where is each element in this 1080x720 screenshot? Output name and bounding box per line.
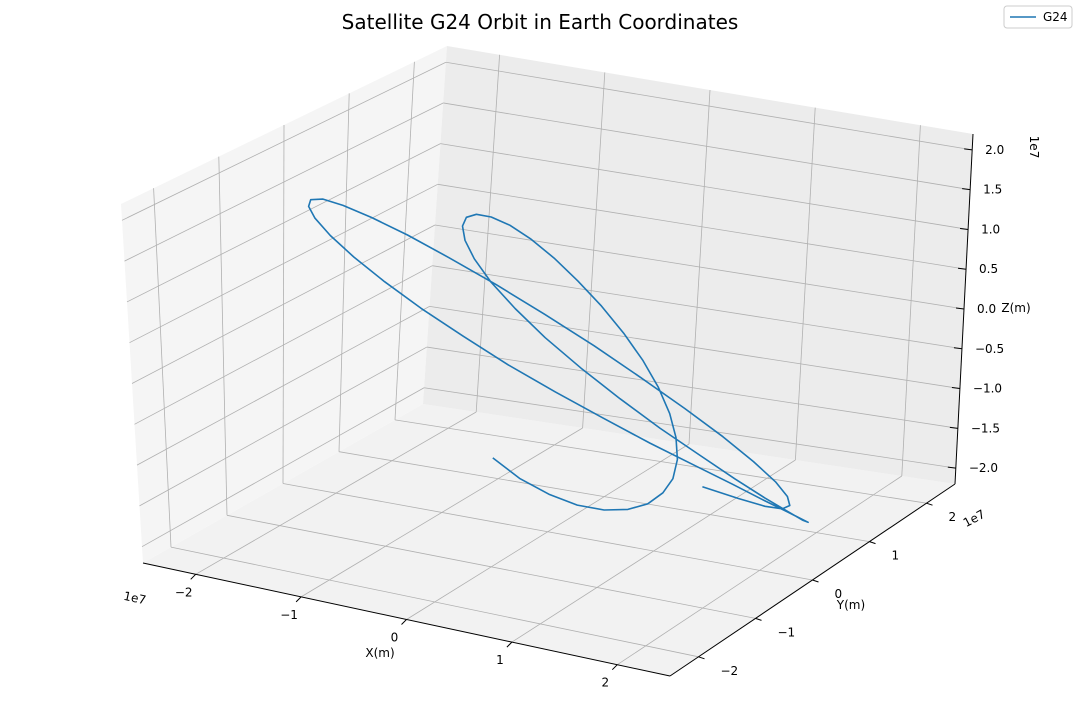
grid-line-z-left-7 xyxy=(124,102,444,262)
grid-line-y-floor-1 xyxy=(226,514,756,619)
grid-line-y-floor-3 xyxy=(338,451,870,542)
y-tick-1 xyxy=(755,617,762,621)
x-tick-label: −2 xyxy=(175,585,193,599)
x-axis-label: X(m) xyxy=(365,646,394,660)
x-tick-label: −1 xyxy=(280,608,298,622)
pane-back-wall-face xyxy=(423,46,973,484)
grid-line-z-left-5 xyxy=(129,183,438,344)
grid-line-z-back-5 xyxy=(437,183,967,270)
z-tick-2 xyxy=(951,387,960,390)
grid-line-z-left-6 xyxy=(126,143,441,303)
z-tick-6 xyxy=(960,227,969,230)
x-tick-1 xyxy=(295,596,302,603)
z-tick-label: −2.0 xyxy=(969,461,998,475)
z-tick-label: 0.5 xyxy=(979,262,998,276)
pane-floor-face xyxy=(143,404,955,676)
y-tick-2 xyxy=(812,579,819,583)
orbit-series xyxy=(307,198,809,524)
x-tick-4 xyxy=(611,664,618,671)
z-axis-label: Z(m) xyxy=(1001,301,1030,315)
z-tick-label: −0.5 xyxy=(975,342,1004,356)
y-offset-label: 1e7 xyxy=(961,507,988,530)
pane-left-wall xyxy=(121,46,447,563)
x-tick-2 xyxy=(401,619,407,625)
y-tick-label: 0 xyxy=(835,587,843,601)
pane-floor xyxy=(143,404,955,676)
z-tick-label: 0.0 xyxy=(977,302,996,316)
x-tick-label: 1 xyxy=(496,653,504,667)
tick-marks xyxy=(190,148,973,671)
pane-back-wall xyxy=(423,46,973,484)
z-tick-label: 1.0 xyxy=(981,222,1000,236)
z-tick-label: 1.5 xyxy=(983,183,1002,197)
z-tick-7 xyxy=(962,188,971,191)
y-tick-0 xyxy=(698,656,705,660)
z-tick-5 xyxy=(957,267,967,270)
x-tick-label: 2 xyxy=(601,676,609,690)
grid-line-z-left-1 xyxy=(139,346,428,507)
tick-labels: −2 −1 0 1 2 −2 −1 0 1 2 −2.0 −1.5 −1.0 −0.5 0.0 0.5 1.0 1… xyxy=(175,143,1004,690)
z-tick-0 xyxy=(947,466,956,469)
grid-line-z-back-6 xyxy=(440,143,969,230)
grid-line-z-left-4 xyxy=(131,224,436,384)
z-tick-label: −1.0 xyxy=(973,382,1002,396)
pane-left-wall-face xyxy=(121,46,447,563)
grid-lines xyxy=(121,54,973,666)
legend-box xyxy=(1003,5,1073,29)
z-offset-label: 1e7 xyxy=(1027,136,1041,159)
grid-line-z-back-2 xyxy=(429,305,960,389)
z-tick-1 xyxy=(949,426,958,429)
y-tick-label: 2 xyxy=(949,510,957,524)
z-tick-8 xyxy=(964,148,973,151)
grid-line-y-floor-0 xyxy=(170,546,699,658)
y-axis-label: Y(m) xyxy=(836,598,865,612)
grid-line-z-back-7 xyxy=(443,102,971,191)
y-tick-4 xyxy=(926,502,933,506)
y-tick-label: −1 xyxy=(778,625,796,639)
x-tick-label: 0 xyxy=(391,631,399,645)
x-tick-0 xyxy=(190,573,197,580)
z-tick-3 xyxy=(953,347,963,350)
y-tick-label: 1 xyxy=(892,549,900,563)
grid-line-z-back-8 xyxy=(445,61,973,151)
legend: G24 xyxy=(1003,5,1073,29)
grid-line-z-back-3 xyxy=(432,265,963,350)
y-tick-3 xyxy=(869,541,876,545)
grid-line-z-left-2 xyxy=(136,306,430,466)
y-tick-label: −2 xyxy=(721,664,739,678)
x-offset-label: 1e7 xyxy=(122,589,147,607)
grid-line-z-left-8 xyxy=(121,61,447,221)
grid-line-z-left-3 xyxy=(134,265,433,425)
grid-line-y-floor-4 xyxy=(394,419,927,504)
z-tick-label: 2.0 xyxy=(985,143,1004,157)
grid-line-z-back-0 xyxy=(424,387,956,469)
z-tick-label: −1.5 xyxy=(971,421,1000,435)
x-tick-3 xyxy=(506,641,513,648)
orbit-line-g24 xyxy=(307,198,809,524)
grid-line-z-back-4 xyxy=(434,224,965,310)
chart-title: Satellite G24 Orbit in Earth Coordinates xyxy=(342,10,739,34)
grid-line-y-floor-2 xyxy=(282,483,813,581)
z-tick-4 xyxy=(955,307,965,310)
grid-line-z-back-1 xyxy=(426,346,958,429)
grid-line-z-left-0 xyxy=(141,387,425,548)
legend-label-g24: G24 xyxy=(1043,10,1068,24)
